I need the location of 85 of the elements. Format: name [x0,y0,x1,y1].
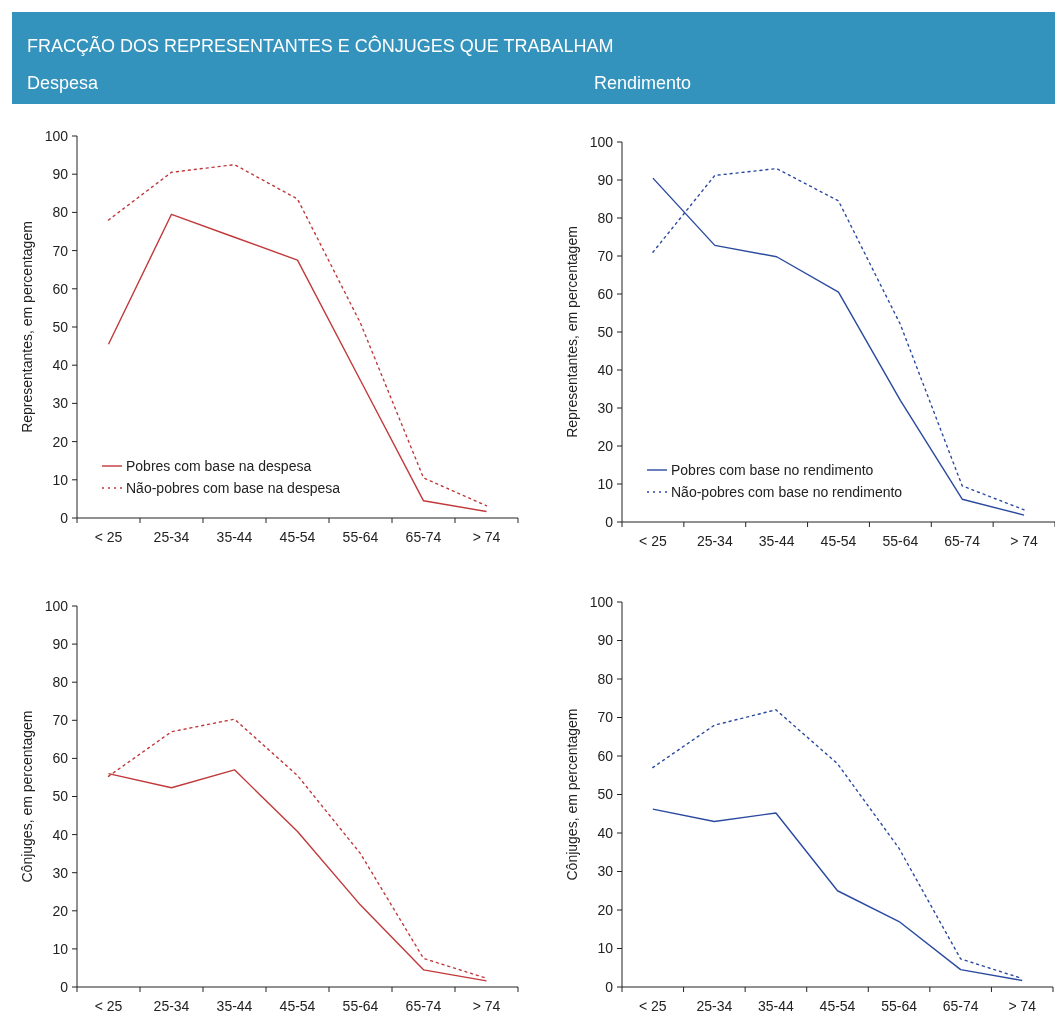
x-tick-label: 25-34 [696,998,733,1014]
x-tick-label: 55-64 [342,529,379,545]
y-tick-label: 0 [605,513,614,530]
x-tick-label: > 74 [1008,998,1037,1014]
y-tick-label: 90 [52,636,69,652]
y-tick-label: 80 [52,674,69,691]
x-tick-label: 45-54 [279,529,316,545]
y-tick-label: 40 [597,361,614,378]
y-tick-label: 20 [52,433,69,450]
y-tick-label: 30 [52,395,69,412]
y-tick-label: 0 [605,978,614,995]
legend-label: Pobres com base na despesa [126,458,312,474]
y-tick-label: 100 [589,593,614,610]
y-tick-label: 10 [52,940,69,957]
x-tick-label: 25-34 [153,529,190,545]
y-tick-label: 10 [597,940,614,957]
chart-subtitle: Despesa [27,73,100,93]
x-tick-label: < 25 [639,533,667,549]
y-tick-label: 50 [52,318,69,335]
y-tick-label: 0 [60,509,69,526]
y-tick-label: 90 [52,166,69,183]
y-tick-label: 20 [597,901,614,918]
y-axis-title: Cônjuges, em percentagem [19,710,35,883]
legend-label: Não-pobres com base na despesa [126,480,341,496]
chart-title: FRACÇÃO DOS REPRESENTANTES E CÔNJUGES QUE TRABALHAM [27,35,614,56]
y-axis-title: Representantes, em percentagem [19,221,35,433]
y-tick-label: 100 [44,127,69,144]
y-tick-label: 10 [52,471,69,488]
y-tick-label: 30 [597,863,614,880]
x-tick-label: 45-54 [820,533,857,549]
x-tick-label: 35-44 [758,533,795,549]
x-tick-label: > 74 [472,529,501,545]
x-tick-label: 35-44 [216,998,253,1014]
y-tick-label: 30 [52,864,69,881]
y-tick-label: 100 [589,133,614,150]
y-tick-label: 40 [597,824,614,841]
x-tick-label: < 25 [94,998,123,1014]
x-tick-label: > 74 [1010,533,1039,549]
y-tick-label: 70 [52,242,69,259]
y-tick-label: 60 [52,750,69,767]
legend-label: Pobres com base no rendimento [671,462,874,478]
x-tick-label: > 74 [472,998,501,1014]
x-tick-label: 25-34 [153,998,190,1014]
y-tick-label: 50 [597,323,614,340]
y-tick-label: 30 [597,399,614,416]
x-tick-label: 35-44 [216,529,253,545]
y-tick-label: 80 [52,204,69,221]
y-tick-label: 80 [597,670,614,687]
y-tick-label: 0 [60,978,69,995]
y-tick-label: 10 [597,475,614,492]
y-tick-label: 90 [597,171,614,188]
y-tick-label: 20 [597,437,614,454]
x-tick-label: < 25 [94,529,123,545]
y-tick-label: 80 [597,209,614,226]
x-tick-label: 45-54 [279,998,316,1014]
line-series [107,213,488,513]
y-tick-label: 60 [52,280,69,297]
chart-subtitle: Rendimento [594,73,692,93]
x-tick-label: 65-74 [405,529,442,545]
y-tick-label: 70 [597,247,614,264]
x-tick-label: 45-54 [819,998,856,1014]
y-tick-label: 100 [44,597,69,614]
x-tick-label: 55-64 [881,998,918,1014]
line-series [107,163,488,507]
x-tick-label: 55-64 [882,533,919,549]
y-tick-label: 70 [52,712,69,729]
y-tick-label: 50 [597,786,614,803]
y-tick-label: 60 [597,747,614,764]
y-tick-label: 50 [52,788,69,805]
y-tick-label: 40 [52,826,69,843]
y-tick-label: 70 [597,709,614,726]
x-tick-label: 35-44 [758,998,795,1014]
y-tick-label: 60 [597,285,614,302]
y-tick-label: 20 [52,902,69,919]
legend-label: Não-pobres com base no rendimento [671,484,903,500]
y-axis-title: Cônjuges, em percentagem [564,708,580,881]
x-tick-label: 25-34 [696,533,733,549]
x-tick-label: 65-74 [944,533,981,549]
y-tick-label: 40 [52,357,69,374]
x-tick-label: 65-74 [405,998,442,1014]
x-tick-label: 55-64 [342,998,379,1014]
x-tick-label: 65-74 [942,998,979,1014]
y-axis-title: Representantes, em percentagem [564,226,580,438]
y-tick-label: 90 [597,632,614,649]
x-tick-label: < 25 [638,998,667,1014]
